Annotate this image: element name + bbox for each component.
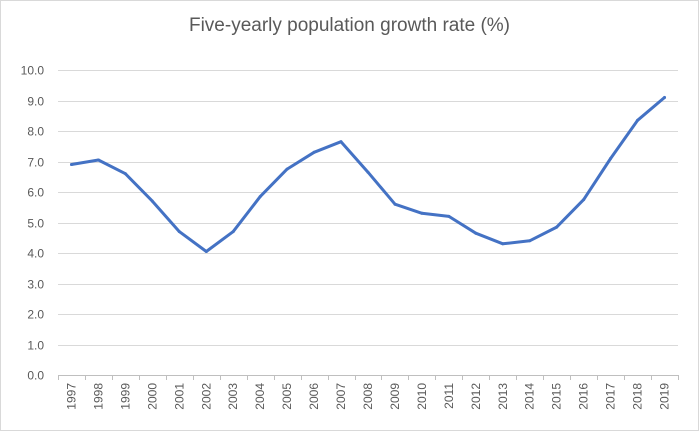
y-tick-label: 6.0	[27, 186, 44, 200]
data-point-2000	[150, 199, 154, 203]
x-tick-label-2000: 2000	[145, 383, 159, 410]
data-point-2015	[555, 225, 559, 229]
y-tick-label: 2.0	[27, 308, 44, 322]
x-axis-ticks: 1997 1998 1999 2000 2001 2002 2003 2004 2005 2006…	[58, 375, 679, 410]
x-tick-label-1997: 1997	[64, 383, 78, 410]
data-point-2012	[474, 231, 478, 235]
x-tick-label-1999: 1999	[118, 383, 132, 410]
data-point-2010	[420, 211, 424, 215]
y-tick-label: 8.0	[27, 125, 44, 139]
x-tick-label-2019: 2019	[658, 383, 672, 410]
x-tick-label-2002: 2002	[199, 383, 213, 410]
data-point-2016	[582, 198, 586, 202]
y-axis-ticks: 0.0 1.0 2.0 3.0 4.0 5.0 6.0 7.0 8.0 9.0 10.0	[21, 64, 45, 383]
data-point-2019	[663, 96, 666, 99]
x-tick-label-2006: 2006	[307, 383, 321, 410]
data-point-2013	[501, 242, 505, 246]
data-point-2009	[393, 202, 397, 206]
series-layer	[70, 96, 666, 253]
x-tick-label-2012: 2012	[469, 383, 483, 410]
x-tick-label-2014: 2014	[523, 383, 537, 410]
y-tick-label: 7.0	[27, 156, 44, 170]
data-point-2006	[312, 150, 316, 154]
y-tick-label: 1.0	[27, 339, 44, 353]
data-point-1998	[96, 158, 100, 162]
data-point-2005	[285, 167, 289, 171]
data-point-2008	[366, 170, 370, 174]
series-line-0	[70, 96, 666, 253]
data-point-1997	[70, 163, 73, 166]
data-point-2003	[231, 230, 235, 234]
x-tick-label-2010: 2010	[415, 383, 429, 410]
data-point-2004	[258, 195, 262, 199]
data-point-2001	[177, 230, 181, 234]
x-tick-label-2017: 2017	[604, 383, 618, 410]
data-point-2002	[204, 250, 208, 253]
x-tick-label-2009: 2009	[388, 383, 402, 410]
data-point-2011	[447, 214, 451, 218]
y-tick-label: 9.0	[27, 95, 44, 109]
x-tick-label-1998: 1998	[91, 383, 105, 410]
data-point-2018	[636, 118, 640, 122]
data-point-1999	[123, 172, 127, 176]
x-tick-label-2015: 2015	[550, 383, 564, 410]
x-tick-label-2007: 2007	[334, 383, 348, 410]
x-tick-label-2004: 2004	[253, 383, 267, 410]
x-tick-label-2003: 2003	[226, 383, 240, 410]
x-tick-label-2016: 2016	[577, 383, 591, 410]
x-tick-label-2008: 2008	[361, 383, 375, 410]
x-tick-label-2001: 2001	[172, 383, 186, 410]
x-tick-label-2005: 2005	[280, 383, 294, 410]
data-point-2014	[528, 239, 532, 243]
y-tick-label: 0.0	[27, 369, 44, 383]
y-tick-label: 3.0	[27, 278, 44, 292]
data-point-2007	[339, 140, 343, 144]
y-tick-label: 4.0	[27, 247, 44, 261]
chart-title: Five-yearly population growth rate (%)	[188, 15, 511, 36]
y-tick-label: 10.0	[21, 64, 45, 78]
data-point-2017	[609, 157, 613, 160]
gridlines	[58, 70, 678, 376]
x-tick-label-2013: 2013	[496, 383, 510, 410]
x-tick-label-2018: 2018	[631, 383, 645, 410]
x-tick-label-2011: 2011	[442, 383, 456, 409]
y-tick-label: 5.0	[27, 217, 44, 231]
